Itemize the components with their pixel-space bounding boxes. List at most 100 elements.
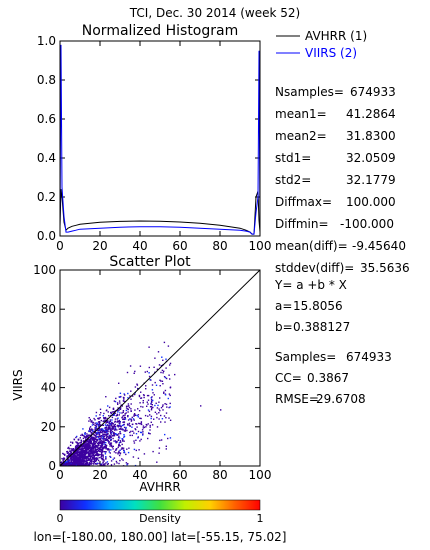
scatter-point [169,437,172,439]
scatter-point [90,459,92,461]
scatter-point [102,420,104,423]
histogram-y-tick-label: 0.6 [37,112,56,126]
scatter-point [61,457,63,460]
scatter-point [117,453,119,455]
scatter-point [98,448,101,451]
scatter-point [159,397,161,399]
histogram-frame [59,40,261,237]
scatter-point [89,428,91,431]
scatter-point [132,430,134,432]
scatter-point [99,442,101,444]
scatter-point [104,442,106,444]
scatter-point [110,425,112,427]
stat-rmse-label: RMSE= [275,392,319,406]
scatter-point [123,421,126,423]
scatter-point [71,449,73,451]
scatter-point [126,371,129,374]
scatter-point [136,423,138,425]
scatter-point [90,420,92,422]
scatter-point [94,431,96,434]
scatter-point [90,442,92,445]
scatter-point [135,428,137,431]
scatter-point [107,427,110,429]
scatter-point [107,411,109,413]
scatter-point [74,463,76,465]
scatter-point [81,457,83,460]
scatter-y-tick-label: 100 [33,263,56,277]
scatter-point [89,455,91,457]
scatter-point [165,445,167,447]
scatter-point [76,454,78,457]
scatter-point [167,345,170,347]
scatter-point [132,418,135,420]
scatter-point [73,463,75,465]
scatter-point [70,441,72,443]
scatter-point [79,454,81,457]
scatter-point [131,416,133,419]
scatter-point [95,433,98,436]
scatter-point [97,436,100,438]
scatter-point [137,430,140,433]
scatter-point [140,405,142,408]
scatter-point [100,440,102,442]
scatter-point [118,400,121,402]
scatter-point [113,440,115,442]
scatter-y-axis-label: VIIRS [11,369,25,400]
scatter-point [96,462,98,464]
scatter-point [70,450,72,452]
scatter-point [159,385,161,387]
scatter-point [146,405,148,407]
scatter-point [107,428,109,431]
scatter-point [92,458,94,460]
scatter-point [89,447,92,449]
scatter-point [126,448,128,450]
scatter-point [148,375,151,378]
scatter-point [75,455,77,457]
scatter-point [123,423,125,426]
scatter-point [75,456,77,458]
scatter-point [103,434,105,436]
scatter-point [160,380,162,382]
scatter-point [127,415,129,417]
histogram-y-tick-label: 0.4 [37,151,56,165]
colorbar-gradient [59,499,261,511]
scatter-point [105,462,107,464]
scatter-point [165,367,167,369]
scatter-point [116,418,118,420]
scatter-point [64,454,66,456]
scatter-point [131,426,133,428]
scatter-point [74,461,76,463]
scatter-point [103,417,105,419]
scatter-point [88,430,90,432]
scatter-point [130,390,132,392]
scatter-point [119,427,122,430]
scatter-point [147,394,150,397]
scatter-point [106,433,108,435]
scatter-point [163,391,165,393]
scatter-point [118,445,120,447]
scatter-point [114,427,117,429]
scatter-point [91,442,93,445]
scatter-point [94,424,96,426]
scatter-point [77,458,79,460]
scatter-point [109,421,111,423]
scatter-point [77,464,80,466]
scatter-point [91,428,93,430]
scatter-y-tick-label: 40 [41,381,56,395]
scatter-point [126,429,128,432]
scatter-point [151,401,153,403]
scatter-point [102,433,104,435]
scatter-point [117,411,119,413]
scatter-point [139,365,142,367]
histogram-x-tick-label: 80 [212,239,227,253]
scatter-point [165,412,168,414]
scatter-point [69,455,72,458]
scatter-point [63,457,65,460]
scatter-point [151,404,153,406]
scatter-point [120,407,122,409]
scatter-point [67,447,69,449]
scatter-point [90,460,92,462]
scatter-point [149,414,151,416]
stat-diffmin-label: Diffmin= [275,217,329,231]
scatter-point [105,458,107,460]
